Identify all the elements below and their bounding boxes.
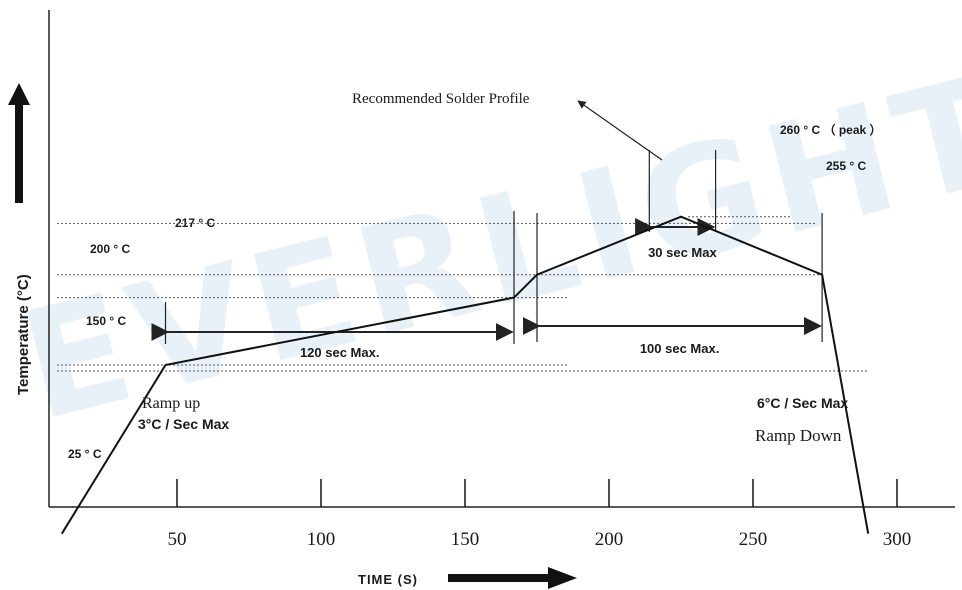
ramp-up-title: Ramp up [142,395,200,412]
reference-lines: 150 ° C 200 ° C 217 ° C 255 ° C 260 ° C （ pe… [57,122,882,461]
profile-curve [60,215,870,535]
ramp-up-rate: 3°C / Sec Max [138,416,229,432]
chart-title: Recommended Solder Profile [352,91,530,107]
x-tick-label: 200 [595,529,624,550]
duration-label: 30 sec Max [648,245,717,260]
reference-label: 260 ° C （ peak ） [780,122,882,137]
x-tick-label: 250 [739,529,768,550]
y-axis-title: Temperature (°C) [15,274,32,395]
x-tick-label: 150 [451,529,480,550]
x-tick-label: 300 [883,529,912,550]
y-axis-arrow-icon [8,83,30,203]
reference-label: 25 ° C [68,447,102,461]
title-pointer [577,100,663,161]
reference-label: 150 ° C [86,314,126,328]
x-axis-arrow-icon [448,567,577,589]
reference-label: 200 ° C [90,242,130,256]
x-axis-title: TIME (S) [358,572,418,587]
duration-label: 120 sec Max. [300,345,380,360]
x-tick-label: 100 [307,529,336,550]
ramp-down-title: Ramp Down [755,426,842,445]
ramp-down-rate: 6°C / Sec Max [757,395,848,411]
reference-label: 217 ° C [175,216,215,230]
x-ticks: 50 100 150 200 250 300 [168,479,912,550]
x-tick-label: 50 [168,529,187,550]
reference-label: 255 ° C [826,159,866,173]
duration-label: 100 sec Max. [640,341,720,356]
